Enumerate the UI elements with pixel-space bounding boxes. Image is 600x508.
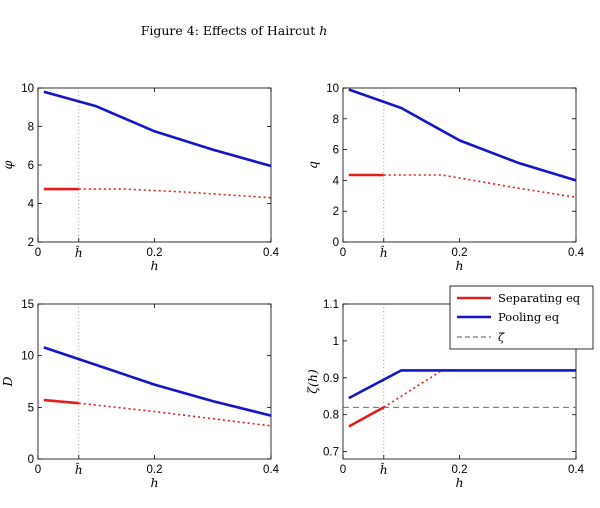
- series-separating-eq: [43, 398, 79, 405]
- y-tick-label: 8: [28, 122, 34, 134]
- y-tick-label: 10: [21, 83, 34, 95]
- y-tick-label: 0.9: [323, 373, 339, 385]
- legend: Separating eq Pooling eq ζ̄: [449, 285, 594, 350]
- x-axis-label: h: [150, 258, 158, 273]
- y-tick-label: 0.7: [323, 447, 339, 459]
- figure-title-prefix: Figure 4: Effects of Haircut: [141, 23, 320, 38]
- y-tick-label: 10: [326, 83, 339, 95]
- series-separating-eq: [348, 406, 385, 428]
- series-separating-eq-extension: [383, 174, 577, 199]
- x-tick-label: 0: [340, 464, 346, 476]
- panel-3: 0 0.2 0.4 ĥ 0 5 10 15 h D: [0, 299, 280, 490]
- y-tick-label: 1.1: [323, 299, 339, 311]
- series-pooling-eq: [348, 369, 576, 400]
- y-tick-label: 4: [28, 199, 35, 211]
- x-tick-label: 0.2: [452, 247, 468, 259]
- y-tick-label: 5: [28, 402, 34, 414]
- y-tick-label: 2: [333, 206, 339, 218]
- x-axis-label: h: [150, 475, 158, 490]
- x-axis-label: h: [455, 258, 463, 273]
- x-tick-label-hat: ĥ: [75, 245, 83, 260]
- legend-label-separating: Separating eq: [498, 291, 581, 305]
- x-tick-label: 0: [340, 247, 346, 259]
- y-axis-label: q: [305, 161, 320, 169]
- y-tick-label: 15: [21, 299, 34, 311]
- series-pooling-eq: [43, 90, 272, 168]
- x-tick-label: 0.2: [147, 247, 163, 259]
- y-axis-label: D: [0, 376, 15, 387]
- x-tick-label-hat: ĥ: [380, 462, 388, 477]
- x-axis-label: h: [455, 475, 463, 490]
- figure-title: Figure 4: Effects of Haircut h: [141, 23, 328, 38]
- x-tick-label: 0: [35, 464, 41, 476]
- y-tick-label: 8: [333, 114, 339, 126]
- y-tick-label: 0: [333, 237, 339, 249]
- x-tick-label-hat: ĥ: [380, 245, 388, 260]
- y-tick-label: 1: [333, 336, 339, 348]
- x-tick-label: 0.4: [263, 464, 280, 476]
- plot-area: [37, 87, 272, 243]
- series-separating-eq-extension: [78, 188, 272, 199]
- y-tick-label: 6: [333, 145, 339, 157]
- panel-2: 0 0.2 0.4 ĥ 0 2 4 6 8 10 h q: [305, 83, 585, 273]
- plot-area: [37, 303, 272, 460]
- plot-area: [342, 87, 577, 243]
- y-tick-label: 10: [21, 351, 34, 363]
- x-tick-label: 0.4: [568, 464, 585, 476]
- x-tick-label: 0.4: [568, 247, 585, 259]
- y-tick-label: 2: [28, 237, 34, 249]
- series-separating-eq-extension: [383, 369, 443, 408]
- series-pooling-eq: [348, 88, 577, 182]
- x-tick-label: 0: [35, 247, 41, 259]
- y-axis-label: φ: [0, 160, 15, 169]
- series-separating-eq-extension: [78, 402, 272, 427]
- panel-1: 0 0.2 0.4 ĥ 2 4 6 8 10 h φ: [0, 83, 280, 273]
- x-tick-label: 0.2: [147, 464, 163, 476]
- legend-label-zeta-bar: ζ̄: [498, 330, 505, 344]
- figure-title-var: h: [319, 23, 327, 38]
- x-tick-label-hat: ĥ: [75, 462, 83, 477]
- x-tick-label: 0.4: [263, 247, 280, 259]
- y-tick-label: 6: [28, 160, 34, 172]
- y-axis-label: ζ(h): [305, 369, 320, 394]
- x-tick-label: 0.2: [452, 464, 468, 476]
- series-pooling-eq: [43, 346, 272, 417]
- y-tick-label: 0.8: [323, 410, 339, 422]
- y-tick-label: 4: [333, 175, 340, 187]
- y-tick-label: 0: [28, 454, 34, 466]
- legend-label-pooling: Pooling eq: [498, 310, 560, 324]
